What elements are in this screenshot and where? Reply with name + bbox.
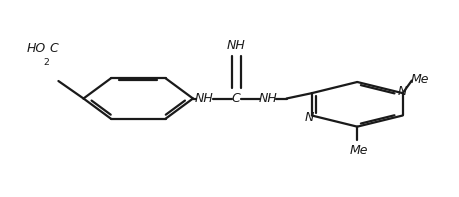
- Text: HO: HO: [27, 43, 46, 56]
- Text: C: C: [49, 43, 58, 56]
- Text: NH: NH: [259, 92, 278, 105]
- Text: 2: 2: [44, 58, 50, 67]
- Text: N: N: [398, 85, 408, 98]
- Text: Me: Me: [411, 73, 429, 86]
- Text: Me: Me: [349, 144, 368, 157]
- Text: N: N: [305, 111, 314, 124]
- Text: C: C: [232, 92, 241, 105]
- Text: NH: NH: [195, 92, 214, 105]
- Text: NH: NH: [227, 39, 246, 52]
